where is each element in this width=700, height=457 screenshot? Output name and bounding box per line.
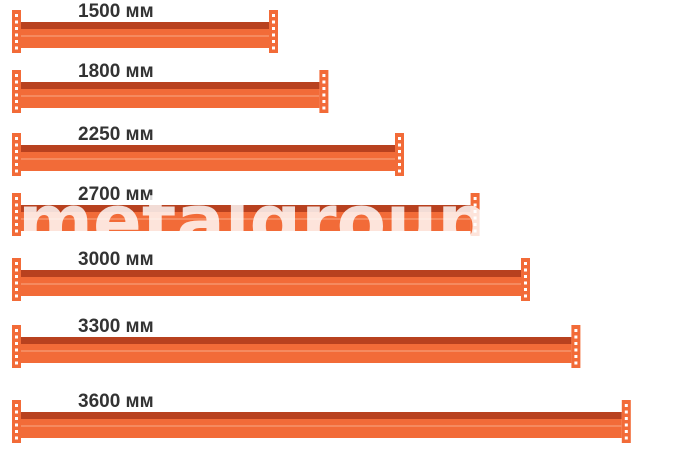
- beam-highlight: [21, 158, 395, 160]
- beam-length-label: 3300 мм: [78, 316, 154, 337]
- beam-highlight: [21, 350, 572, 352]
- beam-highlight: [21, 35, 269, 37]
- beam-right-connector: [521, 258, 530, 301]
- beam-length-label: 2250 мм: [78, 124, 154, 145]
- watermark: metalgroup.kz: [18, 179, 606, 263]
- beam-body: [21, 419, 622, 438]
- beam-body: [21, 29, 269, 48]
- beam-top-stripe: [21, 270, 521, 277]
- beam-top-stripe: [21, 22, 269, 29]
- beam-body: [21, 212, 471, 231]
- beam-body: [21, 89, 320, 108]
- beam-left-connector: [12, 258, 21, 301]
- beam-left-connector: [12, 325, 21, 368]
- beam-length-label: 1800 мм: [78, 61, 154, 82]
- beam-highlight: [21, 95, 320, 97]
- beam-length-label: 3600 мм: [78, 391, 154, 412]
- beam-body: [21, 344, 572, 363]
- beam-body: [21, 277, 521, 296]
- beam-right-connector: [395, 133, 404, 176]
- beam-left-connector: [12, 70, 21, 113]
- beam-top-stripe: [21, 337, 572, 344]
- beam-length-label: 1500 мм: [78, 1, 154, 22]
- beam-length-label: 2700 мм: [78, 184, 154, 205]
- beam-length-label: 3000 мм: [78, 249, 154, 270]
- beam-left-connector: [12, 193, 21, 236]
- beam-top-stripe: [21, 412, 622, 419]
- beam-right-connector: [571, 325, 581, 368]
- beam-right-connector: [269, 10, 278, 53]
- beam-left-connector: [12, 400, 21, 443]
- beam-right-connector: [470, 193, 480, 236]
- beam-body: [21, 152, 395, 171]
- beam-highlight: [21, 425, 622, 427]
- beam-top-stripe: [21, 145, 395, 152]
- beam-highlight: [21, 218, 471, 220]
- beam-top-stripe: [21, 205, 471, 212]
- beam-right-connector: [319, 70, 329, 113]
- beam-highlight: [21, 283, 521, 285]
- beam-left-connector: [12, 133, 21, 176]
- beam-top-stripe: [21, 82, 320, 89]
- beam-right-connector: [621, 400, 631, 443]
- beam-left-connector: [12, 10, 21, 53]
